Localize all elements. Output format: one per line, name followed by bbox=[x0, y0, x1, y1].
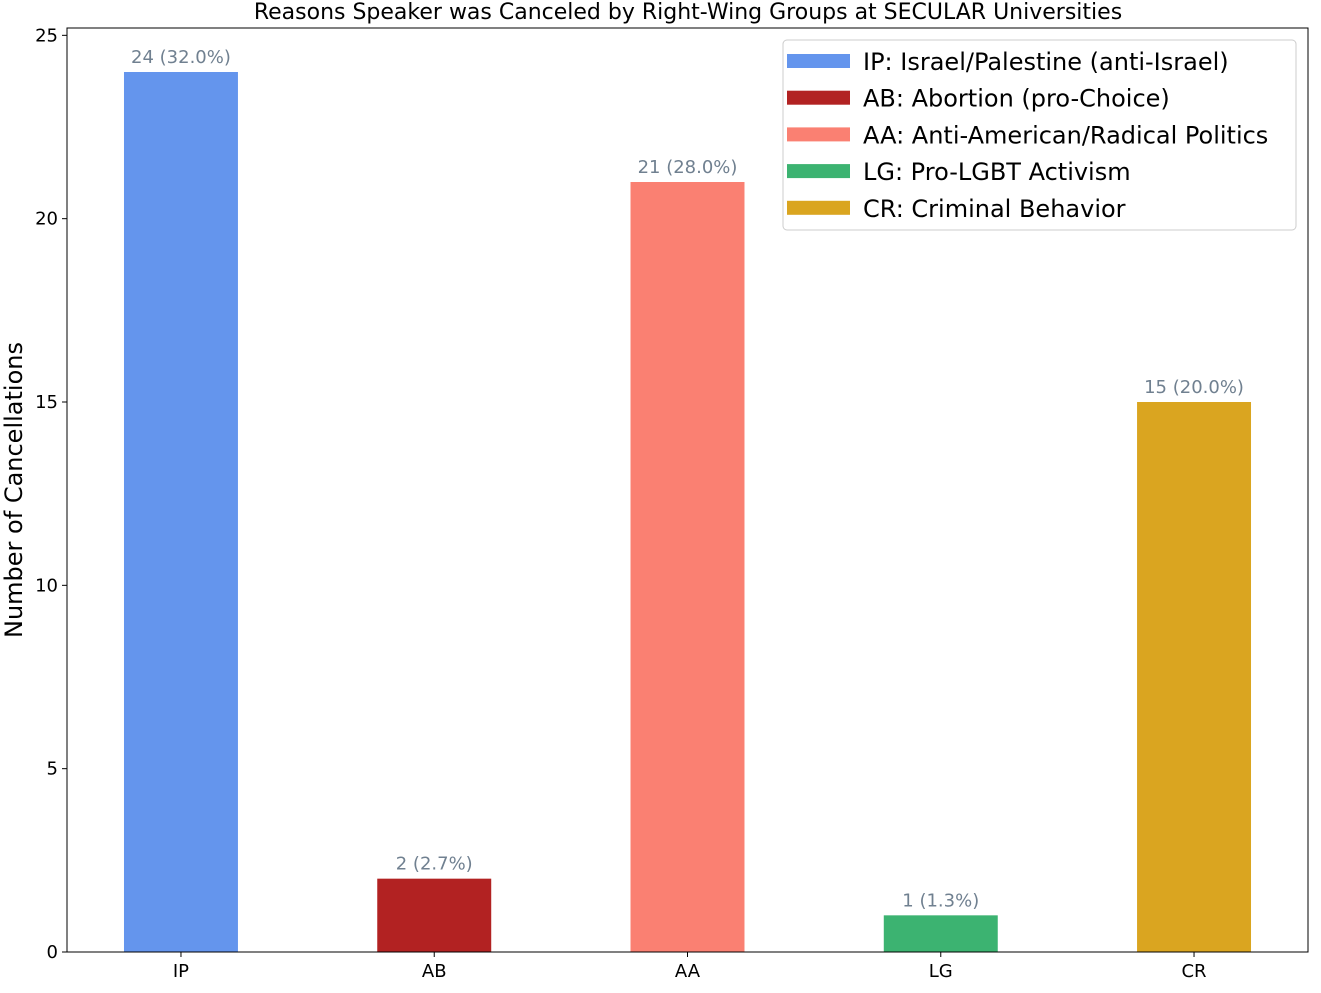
legend-swatch bbox=[787, 127, 850, 142]
y-tick-label: 15 bbox=[35, 392, 58, 413]
legend-label: AA: Anti-American/Radical Politics bbox=[863, 121, 1268, 149]
x-tick-label-cr: CR bbox=[1181, 961, 1206, 982]
y-tick-label: 10 bbox=[35, 575, 58, 596]
x-tick-label-lg: LG bbox=[929, 961, 953, 982]
bar-ip bbox=[123, 72, 238, 952]
bars-layer bbox=[123, 72, 1252, 952]
legend-label: IP: Israel/Palestine (anti-Israel) bbox=[863, 48, 1229, 76]
data-label-lg: 1 (1.3%) bbox=[902, 890, 979, 911]
y-axis: 0 5 10 15 20 25 bbox=[35, 25, 67, 963]
data-label-cr: 15 (20.0%) bbox=[1144, 377, 1244, 398]
data-label-aa: 21 (28.0%) bbox=[638, 157, 738, 178]
legend: IP: Israel/Palestine (anti-Israel) AB: Ab… bbox=[782, 39, 1297, 231]
data-label-ab: 2 (2.7%) bbox=[396, 854, 473, 875]
legend-swatch bbox=[787, 200, 850, 215]
bar-cr bbox=[1137, 402, 1252, 952]
data-label-ip: 24 (32.0%) bbox=[131, 47, 231, 68]
legend-box bbox=[782, 39, 1297, 231]
x-axis: IP AB AA LG CR bbox=[173, 952, 1207, 982]
y-tick-label: 25 bbox=[35, 25, 58, 46]
data-labels-layer: 24 (32.0%) 2 (2.7%) 21 (28.0%) 1 (1.3%) 15 (… bbox=[131, 47, 1244, 911]
y-axis-title: Number of Cancellations bbox=[0, 342, 28, 638]
y-tick-label: 5 bbox=[47, 759, 58, 780]
legend-label: CR: Criminal Behavior bbox=[863, 195, 1126, 223]
legend-label: LG: Pro-LGBT Activism bbox=[863, 158, 1131, 186]
y-tick-label: 20 bbox=[35, 209, 58, 230]
legend-swatch bbox=[787, 54, 850, 68]
plot-frame bbox=[66, 27, 1309, 953]
x-tick-label-aa: AA bbox=[675, 961, 701, 982]
legend-label: AB: Abortion (pro-Choice) bbox=[863, 85, 1170, 113]
bar-lg bbox=[883, 915, 998, 952]
x-tick-label-ab: AB bbox=[422, 961, 447, 982]
x-tick-label-ip: IP bbox=[173, 961, 189, 982]
legend-swatch bbox=[787, 164, 850, 179]
bar-aa bbox=[630, 182, 745, 952]
chart-title: Reasons Speaker was Canceled by Right-Wi… bbox=[254, 0, 1122, 25]
legend-swatch bbox=[787, 90, 850, 105]
bar-ab bbox=[377, 878, 492, 952]
y-tick-label: 0 bbox=[47, 942, 58, 963]
